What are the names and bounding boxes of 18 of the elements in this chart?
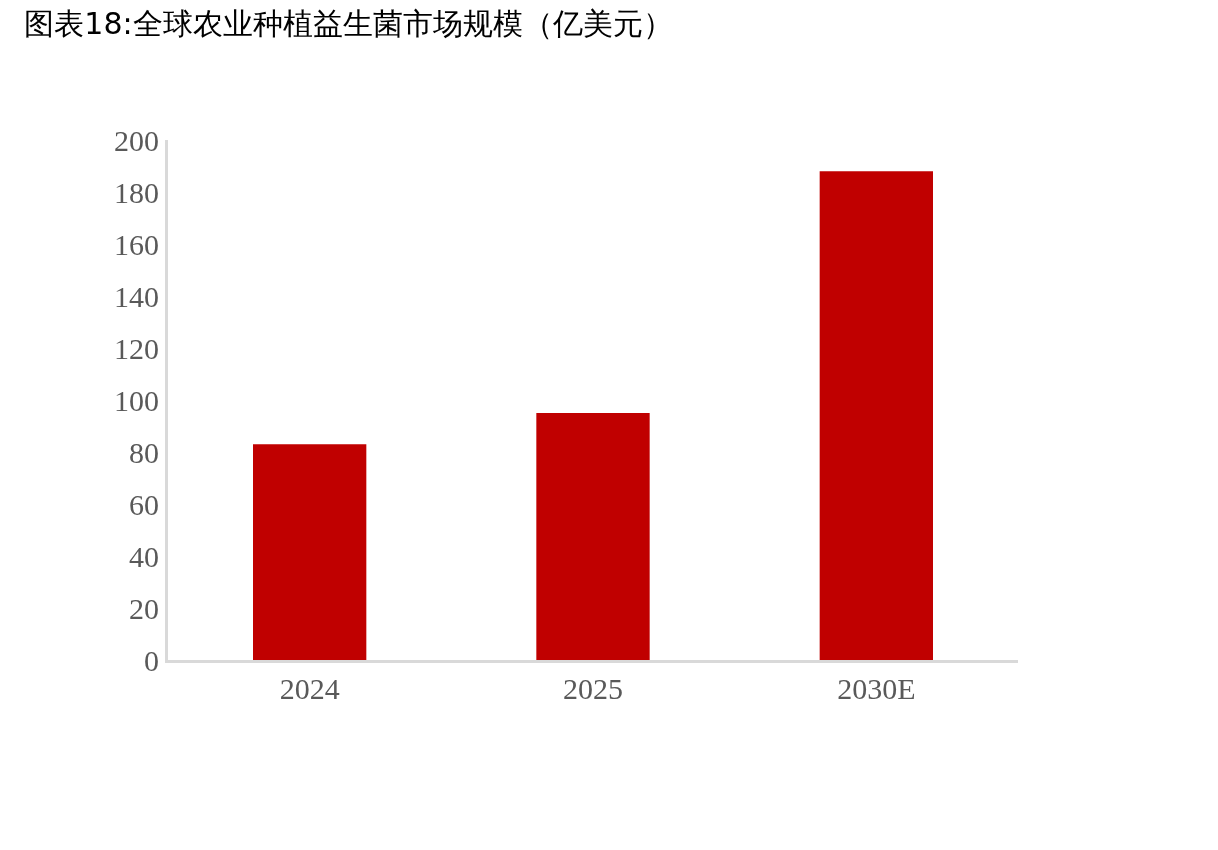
y-tick-label: 60	[129, 487, 159, 521]
y-tick-label: 180	[114, 175, 159, 209]
y-tick-label: 100	[114, 383, 159, 417]
bar	[819, 171, 933, 660]
x-tick-label: 2025	[563, 672, 623, 705]
x-tick-label: 2030E	[837, 672, 916, 705]
y-tick-label: 200	[114, 123, 159, 157]
y-tick-label: 80	[129, 435, 159, 469]
y-tick-label: 160	[114, 227, 159, 261]
chart-title: 图表18:全球农业种植益生菌市场规模（亿美元）	[24, 5, 673, 41]
y-tick-label: 40	[129, 539, 159, 573]
bar	[253, 444, 367, 660]
x-tick-label: 2024	[279, 672, 340, 705]
y-tick-label: 140	[114, 279, 159, 313]
y-tick-label: 0	[144, 643, 159, 677]
y-tick-label: 120	[114, 331, 159, 365]
bar	[536, 413, 650, 660]
y-tick-label: 20	[129, 591, 159, 625]
